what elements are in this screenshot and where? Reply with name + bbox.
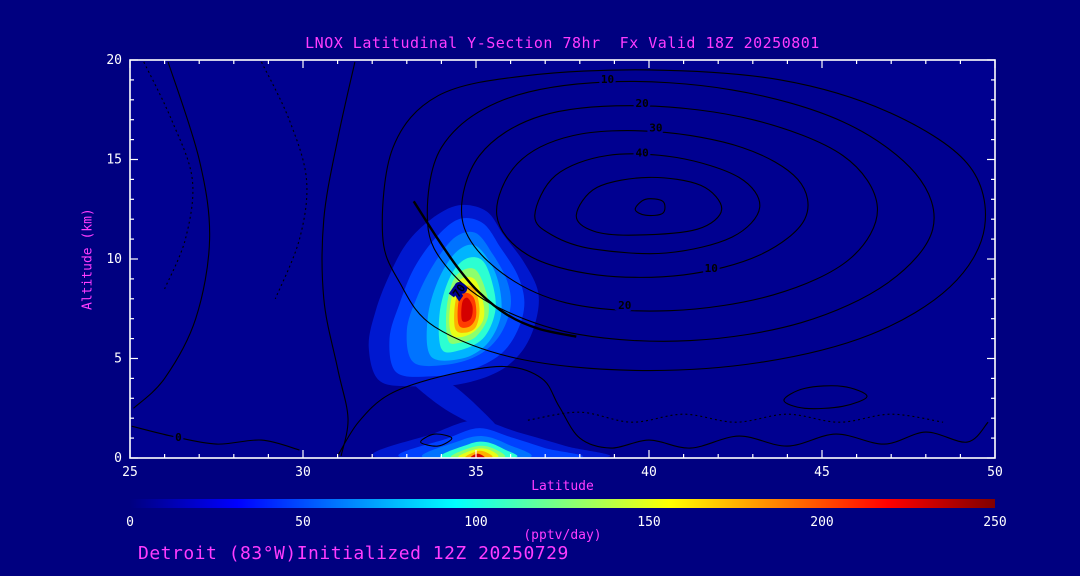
- svg-text:50: 50: [987, 465, 1003, 480]
- plot-area: [130, 60, 995, 458]
- svg-text:0: 0: [114, 451, 122, 466]
- svg-text:150: 150: [637, 515, 660, 530]
- svg-text:200: 200: [810, 515, 833, 530]
- svg-text:15: 15: [106, 153, 122, 168]
- colorbar: [130, 499, 995, 508]
- svg-text:10: 10: [106, 252, 122, 267]
- svg-text:25: 25: [122, 465, 138, 480]
- axis-ticks: [129, 59, 996, 459]
- svg-text:30: 30: [295, 465, 311, 480]
- svg-text:0: 0: [126, 515, 134, 530]
- contour-lines: [131, 61, 989, 457]
- svg-text:50: 50: [295, 515, 311, 530]
- svg-text:10: 10: [601, 73, 614, 86]
- chart-title: LNOX Latitudinal Y-Section 78hr Fx Valid…: [305, 34, 820, 52]
- svg-text:35: 35: [468, 465, 484, 480]
- svg-text:0: 0: [175, 431, 182, 444]
- svg-text:10: 10: [705, 262, 718, 275]
- svg-text:20: 20: [106, 53, 122, 68]
- colorbar-units-label: (pptv/day): [523, 528, 602, 543]
- tick-labels: 25 30 35 40 45 50 0 5 10 15 20: [106, 53, 1002, 480]
- svg-text:40: 40: [635, 147, 648, 160]
- svg-text:45: 45: [814, 465, 830, 480]
- svg-text:30: 30: [649, 122, 662, 135]
- model-run-info: Detroit (83°W)Initialized 12Z 20250729: [138, 543, 569, 564]
- svg-text:40: 40: [641, 465, 657, 480]
- svg-text:5: 5: [114, 352, 122, 367]
- svg-text:20: 20: [618, 299, 631, 312]
- filled-contours: [368, 204, 611, 458]
- colorbar-tick-labels: 0 50 100 150 200 250: [126, 515, 1007, 530]
- x-axis-label: Latitude: [531, 479, 594, 494]
- svg-text:250: 250: [983, 515, 1006, 530]
- svg-text:20: 20: [635, 97, 648, 110]
- svg-text:100: 100: [464, 515, 487, 530]
